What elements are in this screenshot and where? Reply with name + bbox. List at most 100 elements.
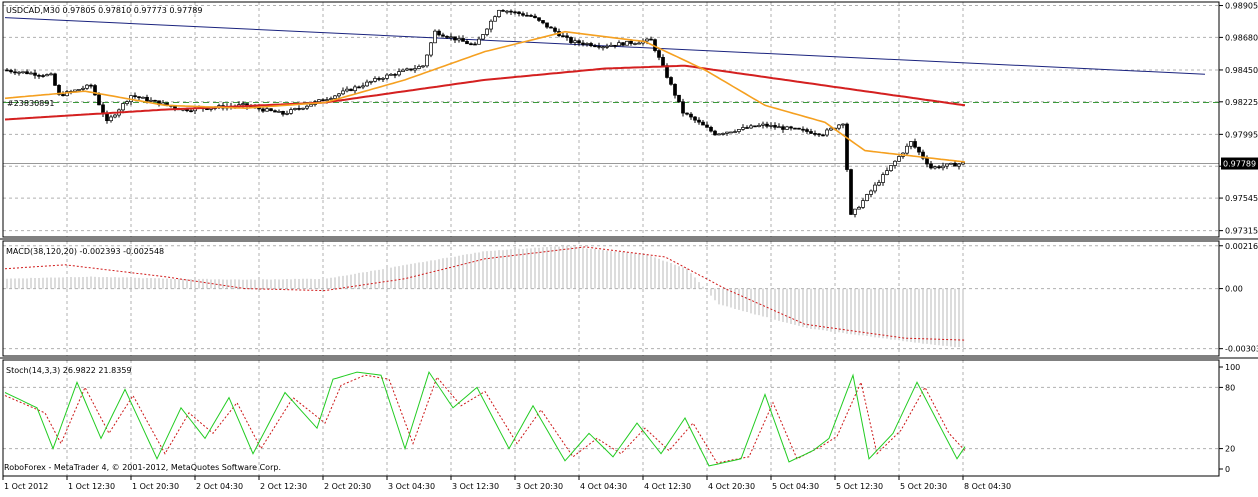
candle-up xyxy=(49,73,53,76)
candle-up xyxy=(385,74,389,79)
candle-down xyxy=(801,128,805,131)
candle-down xyxy=(929,163,933,169)
candle-down xyxy=(509,10,513,13)
candle-down xyxy=(713,130,717,136)
candle-down xyxy=(629,40,633,44)
candle-down xyxy=(793,127,797,130)
candle-up xyxy=(373,78,377,82)
candle-down xyxy=(753,125,757,128)
candle-up xyxy=(717,133,721,136)
candle-down xyxy=(281,111,285,115)
candle-down xyxy=(673,83,677,96)
candle-down xyxy=(321,99,325,102)
candle-down xyxy=(665,65,669,78)
candle-up xyxy=(905,145,909,154)
time-label: 3 Oct 12:30 xyxy=(452,482,499,491)
candle-up xyxy=(325,99,329,102)
candle-down xyxy=(205,108,209,111)
candle-up xyxy=(957,163,961,167)
candle-up xyxy=(725,131,729,134)
candle-down xyxy=(589,43,593,47)
candle-up xyxy=(413,68,417,71)
candle-up xyxy=(81,87,85,90)
candle-up xyxy=(741,127,745,130)
candle-down xyxy=(501,9,505,12)
candle-up xyxy=(605,45,609,48)
candle-up xyxy=(785,126,789,130)
candle-down xyxy=(613,44,617,47)
candle-up xyxy=(73,89,77,92)
candle-down xyxy=(649,38,653,41)
candle-up xyxy=(757,125,761,127)
candle-up xyxy=(861,200,865,208)
candle-up xyxy=(113,114,117,118)
stoch-tick-label: 0 xyxy=(1225,465,1230,474)
trendline[interactable] xyxy=(4,17,1206,75)
candle-down xyxy=(701,121,705,126)
time-label: 5 Oct 12:30 xyxy=(836,482,883,491)
candle-down xyxy=(805,129,809,132)
macd-pane[interactable] xyxy=(4,245,966,348)
candle-down xyxy=(821,134,825,137)
candle-down xyxy=(145,96,149,102)
candle-down xyxy=(173,106,177,109)
candle-down xyxy=(393,74,397,76)
main-price-pane[interactable] xyxy=(3,9,1219,218)
candle-down xyxy=(693,116,697,121)
candle-up xyxy=(425,54,429,67)
candle-up xyxy=(277,111,281,113)
candle-down xyxy=(669,77,673,85)
candle-up xyxy=(353,86,357,92)
candle-down xyxy=(809,131,813,134)
candle-down xyxy=(541,20,545,24)
candle-up xyxy=(777,126,781,129)
candle-down xyxy=(917,146,921,153)
candle-up xyxy=(285,113,289,115)
stoch-pane-frame xyxy=(2,359,1220,477)
candle-up xyxy=(45,74,49,77)
candle-down xyxy=(469,43,473,46)
time-label: 1 Oct 20:30 xyxy=(132,482,179,491)
candle-up xyxy=(837,124,841,129)
candle-down xyxy=(781,126,785,130)
time-axis: 1 Oct 2012 1 Oct 12:30 1 Oct 20:30 2 Oct 04… xyxy=(2,476,1011,491)
candle-up xyxy=(481,34,485,40)
candle-down xyxy=(37,74,41,77)
candle-down xyxy=(473,43,477,46)
candle-down xyxy=(537,17,541,21)
candle-up xyxy=(729,131,733,134)
candle-up xyxy=(85,84,89,89)
candle-down xyxy=(925,157,929,165)
candle-down xyxy=(137,96,141,99)
candle-up xyxy=(485,28,489,35)
candle-up xyxy=(585,43,589,45)
candle-down xyxy=(577,40,581,44)
candle-down xyxy=(189,110,193,113)
candle-up xyxy=(109,116,113,122)
candle-up xyxy=(361,85,365,88)
candle-down xyxy=(953,162,957,167)
time-label: 2 Oct 12:30 xyxy=(260,482,307,491)
candle-down xyxy=(61,94,65,97)
candle-down xyxy=(525,14,529,17)
candle-up xyxy=(301,107,305,110)
main-title: USDCAD,M30 0.97805 0.97810 0.97773 0.977… xyxy=(6,6,202,15)
time-label: 1 Oct 12:30 xyxy=(68,482,115,491)
macd-tick-label: 0.00 xyxy=(1225,285,1243,294)
candle-down xyxy=(621,42,625,46)
candle-up xyxy=(397,71,401,76)
candle-up xyxy=(345,88,349,92)
candle-down xyxy=(453,36,457,41)
candle-down xyxy=(105,113,109,122)
candle-down xyxy=(5,69,9,72)
price-tick-label: 0.97315 xyxy=(1225,227,1258,236)
candle-down xyxy=(133,95,137,98)
candle-up xyxy=(881,174,885,183)
stochastic-pane[interactable] xyxy=(4,370,966,467)
candle-up xyxy=(17,71,21,74)
candle-down xyxy=(261,108,265,112)
current-price-label: 0.97789 xyxy=(1223,160,1256,169)
ma-slow-line xyxy=(4,64,966,121)
